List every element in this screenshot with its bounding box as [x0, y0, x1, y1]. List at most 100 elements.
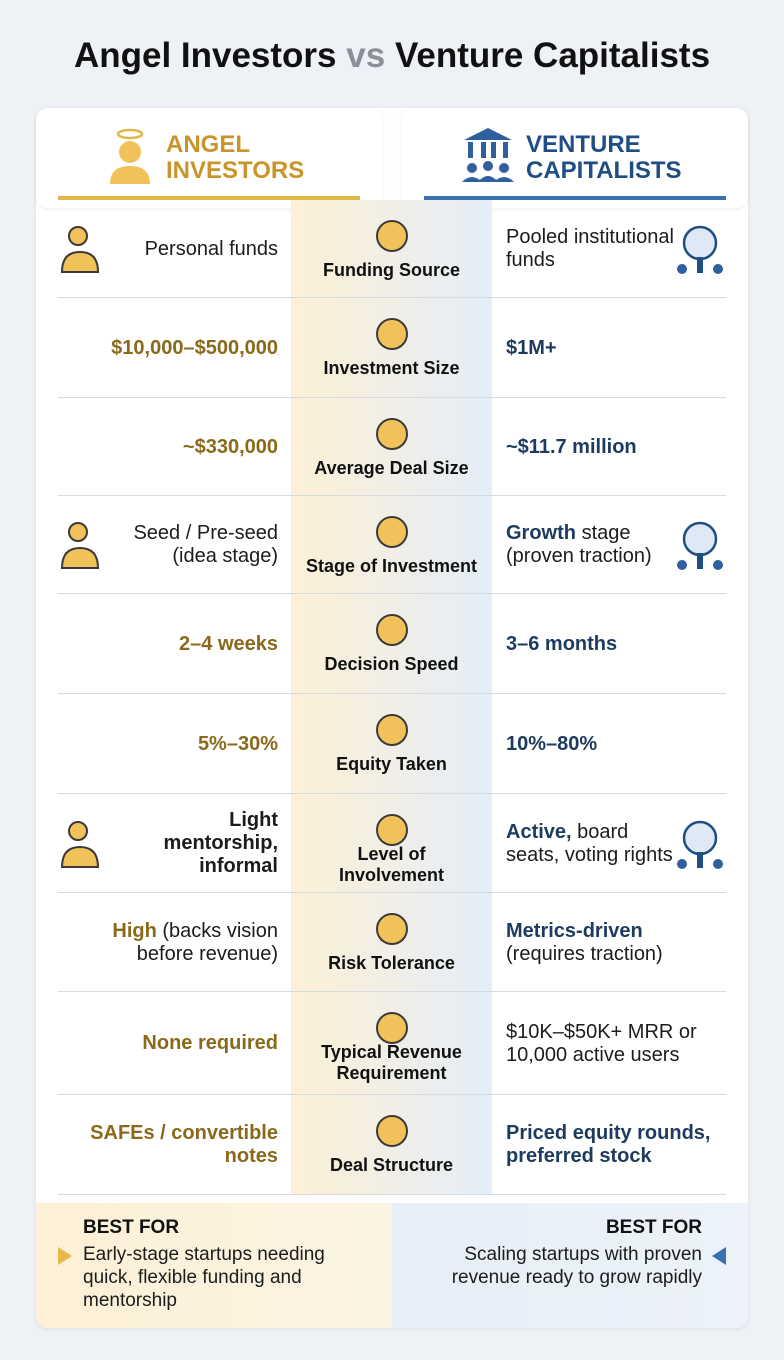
row-divider — [58, 1094, 726, 1095]
row-icon — [376, 220, 408, 252]
best-for-text: Early-stage startups needing quick, flex… — [83, 1244, 325, 1311]
row-icon — [376, 516, 408, 548]
vc-text: ~$11.7 million — [506, 436, 637, 459]
angel-cell: SAFEs / convertible notes — [60, 1095, 278, 1195]
row-label: Level of Involvement — [338, 844, 445, 885]
title-left: Angel Investors — [73, 36, 337, 75]
angel-row-icon — [60, 226, 100, 273]
row-label: Stage of Investment — [305, 556, 478, 576]
vc-text: Priced equity rounds, preferred stock — [506, 1122, 726, 1168]
vc-value: stage (proven traction) — [506, 522, 652, 567]
angel-cell: $10,000–$500,000 — [60, 298, 278, 398]
vc-emph: Active, — [506, 820, 572, 843]
angel-row-icon — [60, 522, 100, 569]
vc-text: Pooled institutional funds — [506, 226, 676, 272]
row-label: Decision Speed — [324, 654, 459, 674]
vc-best-for: BEST FOR Scaling startups with proven re… — [392, 1203, 748, 1328]
best-for-heading: BEST FOR — [605, 1217, 702, 1238]
angel-value: 5%–30% — [197, 732, 278, 755]
title: Angel Investors vs Venture Capitalists — [0, 36, 784, 76]
row-divider — [58, 397, 726, 398]
vc-cell: Active, board seats, voting rights — [506, 794, 676, 893]
row-divider — [58, 495, 726, 496]
vc-cell: Metrics-driven (requires traction) — [506, 893, 726, 992]
angel-value: (backs vision before revenue) — [136, 919, 278, 965]
title-vs: vs — [346, 36, 386, 75]
row-divider — [58, 593, 726, 594]
angel-value: ~$330,000 — [182, 435, 278, 458]
angel-text: High (backs vision before revenue) — [60, 920, 278, 966]
vc-cell: $10K–$50K+ MRR or 10,000 active users — [506, 992, 726, 1095]
row-label: Risk Tolerance — [328, 953, 455, 973]
vc-emph: Growth — [506, 522, 576, 544]
vc-value: ~$11.7 million — [506, 435, 637, 458]
angel-value: $10,000–$500,000 — [111, 336, 278, 359]
vc-value: 3–6 months — [506, 632, 618, 655]
vc-underline — [424, 196, 726, 200]
angel-cell: None required — [60, 992, 278, 1095]
best-for-heading: BEST FOR — [83, 1217, 180, 1238]
vc-cell: $1M+ — [506, 298, 726, 398]
vc-cell: ~$11.7 million — [506, 398, 726, 496]
angel-text: Light mentorship, informal — [112, 809, 278, 878]
angel-text: 2–4 weeks — [179, 633, 278, 656]
angel-cell: ~$330,000 — [60, 398, 278, 496]
vc-cell: Pooled institutional funds — [506, 200, 676, 298]
angel-header-card — [36, 108, 382, 208]
angel-icon — [110, 128, 150, 184]
title-right: Venture Capitalists — [394, 36, 711, 75]
row-divider — [58, 892, 726, 893]
vc-emph: Metrics-driven — [506, 919, 643, 942]
vc-header-card — [402, 108, 748, 208]
vc-text: 3–6 months — [506, 633, 617, 656]
angel-value: SAFEs / convertible notes — [90, 1122, 278, 1167]
row-icon — [376, 1012, 408, 1044]
row-label: Deal Structure — [329, 1155, 454, 1175]
row-divider — [58, 297, 726, 298]
row-label: Average Deal Size — [314, 458, 469, 478]
vc-cell: Priced equity rounds, preferred stock — [506, 1095, 726, 1195]
angel-text: $10,000–$500,000 — [111, 337, 278, 360]
row-icon — [376, 614, 408, 646]
vc-value: (requires traction) — [506, 942, 663, 965]
angel-cell: 2–4 weeks — [60, 594, 278, 694]
angel-text: Seed / Pre-seed (idea stage) — [112, 522, 278, 568]
vc-value: Pooled institutional funds — [506, 226, 674, 271]
angel-value: Personal funds — [144, 237, 278, 260]
angel-value: None required — [142, 1032, 278, 1054]
vc-value: Priced equity rounds, preferred stock — [506, 1122, 711, 1167]
angel-underline — [58, 196, 360, 200]
angel-value: Light mentorship, informal — [163, 809, 278, 877]
marker — [712, 1247, 726, 1265]
vc-cell: Growth stage (proven traction) — [506, 496, 676, 594]
angel-row-icon — [60, 820, 100, 868]
angel-emph: High — [112, 919, 157, 942]
vc-text: $10K–$50K+ MRR or 10,000 active users — [506, 1021, 726, 1067]
angel-value: Seed / Pre-seed (idea stage) — [133, 522, 278, 567]
vc-text: Growth stage (proven traction) — [506, 522, 676, 568]
vc-row-icon — [677, 521, 723, 570]
angel-cell: 5%–30% — [60, 694, 278, 794]
vc-text: Active, board seats, voting rights — [506, 821, 676, 867]
vc-value: $1M+ — [506, 336, 557, 359]
row-icon — [376, 814, 408, 846]
angel-text: None required — [142, 1032, 278, 1055]
vc-text: $1M+ — [506, 337, 557, 360]
angel-cell: Seed / Pre-seed (idea stage) — [112, 496, 278, 594]
row-divider — [58, 991, 726, 992]
angel-best-for: BEST FOR Early-stage startups needing qu… — [36, 1203, 392, 1328]
vc-value: $10K–$50K+ MRR or 10,000 active users — [506, 1020, 697, 1066]
vc-row-icon — [677, 820, 723, 869]
angel-value: 2–4 weeks — [179, 632, 278, 655]
vc-text: 10%–80% — [506, 733, 597, 756]
vc-icon — [462, 128, 514, 182]
row-label: Funding Source — [323, 260, 460, 280]
angel-cell: Light mentorship, informal — [112, 794, 278, 893]
vc-row-icon — [677, 225, 723, 274]
angel-text: SAFEs / convertible notes — [60, 1122, 278, 1168]
vc-header: VENTURE CAPITALISTS — [526, 131, 682, 184]
row-icon — [376, 913, 408, 945]
vc-text: Metrics-driven (requires traction) — [506, 920, 726, 966]
row-icon — [376, 318, 408, 350]
row-divider — [58, 693, 726, 694]
